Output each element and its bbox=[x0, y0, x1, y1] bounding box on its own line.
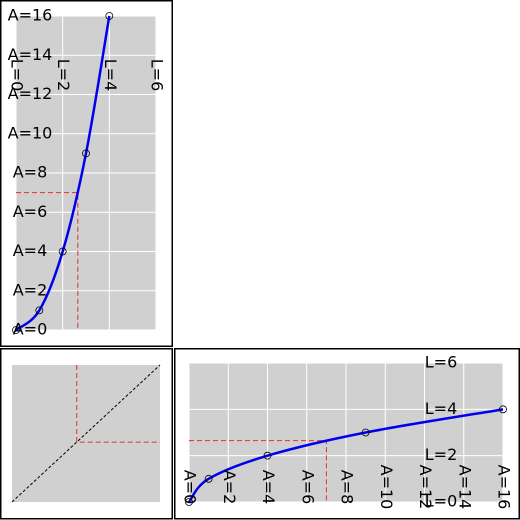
y-tick-label: L=6 bbox=[425, 353, 458, 372]
x-tick-label: L=4 bbox=[101, 59, 120, 92]
y-tick-label: A=8 bbox=[13, 163, 48, 182]
x-tick-label: L=2 bbox=[54, 59, 73, 92]
point bbox=[105, 12, 114, 20]
y-tick-label: A=2 bbox=[13, 280, 48, 299]
y-tick-label: L=2 bbox=[425, 445, 458, 464]
point bbox=[204, 474, 213, 483]
y-tick-label: A=12 bbox=[8, 84, 53, 103]
x-tick-label: L=6 bbox=[148, 59, 167, 92]
x-tick-label: A=10 bbox=[377, 465, 396, 510]
x-tick-label: A=12 bbox=[416, 465, 435, 510]
point bbox=[185, 498, 193, 506]
identity-line bbox=[11, 364, 161, 503]
point bbox=[58, 247, 67, 256]
y-tick-label: A=10 bbox=[8, 123, 53, 142]
x-tick-label: A=16 bbox=[495, 465, 514, 510]
y-tick-label: A=14 bbox=[8, 45, 53, 64]
point bbox=[361, 428, 370, 437]
line bbox=[187, 408, 504, 503]
y-tick-label: A=0 bbox=[13, 320, 48, 339]
y-tick-label: L=4 bbox=[425, 399, 458, 418]
x-tick-label: A=8 bbox=[338, 470, 357, 505]
point bbox=[263, 451, 272, 460]
x-tick-label: A=4 bbox=[259, 470, 278, 505]
panel-frame bbox=[0, 348, 173, 520]
y-tick-label: A=16 bbox=[8, 6, 53, 25]
panel-frame bbox=[174, 348, 520, 520]
x-tick-label: L=0 bbox=[8, 59, 27, 92]
panel-frame bbox=[0, 0, 173, 347]
point bbox=[82, 149, 90, 158]
x-tick-label: A=2 bbox=[220, 470, 239, 505]
y-tick-label: L=0 bbox=[425, 492, 458, 511]
guide-line bbox=[76, 365, 160, 443]
y-tick-label: A=4 bbox=[13, 241, 48, 260]
x-tick-label: A=14 bbox=[455, 465, 474, 510]
x-tick-label: A=0 bbox=[181, 470, 200, 505]
line bbox=[15, 15, 111, 332]
point bbox=[35, 306, 44, 315]
y-tick-label: A=6 bbox=[13, 202, 48, 221]
point bbox=[499, 405, 507, 414]
x-tick-label: A=6 bbox=[298, 470, 317, 505]
point bbox=[12, 326, 20, 334]
guide-line bbox=[16, 192, 79, 330]
